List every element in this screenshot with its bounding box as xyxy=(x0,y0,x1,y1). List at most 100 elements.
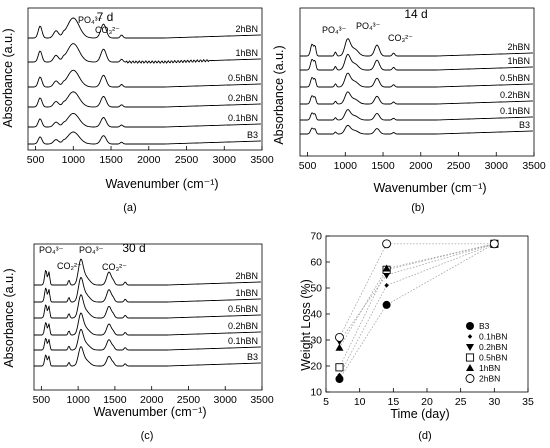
panel-a-y-axis-label: Absorbance (a.u.) xyxy=(1,28,15,127)
panel-d-legend-marker-1hBN xyxy=(466,364,474,371)
panel-c-annotation-po4-low: PO₄³⁻ xyxy=(39,245,64,255)
panel-b-spectrum-0.5hBN xyxy=(300,72,533,88)
panel-d-legend-marker-0.2hBN xyxy=(466,344,474,351)
panel-b-y-axis-label: Absorbance (a.u.) xyxy=(272,45,286,144)
panel-b-x-tick-label: 2500 xyxy=(447,160,471,172)
panel-a-x-tick-label: 3500 xyxy=(250,154,274,166)
panel-a-x-tick-label: 1000 xyxy=(62,154,86,166)
panel-d-x-axis-label: Time (day) xyxy=(390,407,449,421)
panel-c-x-axis-label: Wavenumber (cm⁻¹) xyxy=(93,405,206,419)
panel-a-series-label: B3 xyxy=(247,130,258,140)
panel-a-plot-frame xyxy=(27,7,263,151)
panel-a-x-tick-label: 2000 xyxy=(137,154,161,166)
panel-a-annotation-co3: CO₃²⁻ xyxy=(95,25,120,35)
panel-a-x-tick-label: 3000 xyxy=(213,154,237,166)
panel-b-spectrum-0.1hBN xyxy=(300,109,533,121)
panel-d-legend-label: 0.1hBN xyxy=(479,332,507,342)
panel-b-x-tick-label: 2000 xyxy=(409,160,433,172)
panel-a-annotation-po4: PO₄³⁻ xyxy=(78,15,103,25)
panel-c-caption: (c) xyxy=(141,430,154,442)
panel-c-annotation-co2: CO₂²⁻ xyxy=(57,261,82,271)
panel-a-x-tick-label: 500 xyxy=(27,154,45,166)
panel-a-title: 7 d xyxy=(97,10,114,24)
panel-d-legend-marker-0.5hBN xyxy=(465,353,475,362)
panel-a-spectrum-0.2hBN xyxy=(28,91,261,108)
panel-d-weight-loss: Time (day) Weight Loss (%) (d) 5 10 15 20 25… xyxy=(299,231,534,443)
panel-b-spectrum-B3 xyxy=(300,124,533,135)
panel-c-plot-frame xyxy=(33,243,263,391)
panel-d-x-tick-label: 5 xyxy=(323,396,329,408)
panel-b-caption: (b) xyxy=(411,202,424,214)
panel-c-spectrum-B3 xyxy=(34,346,261,367)
panel-a-x-axis-label: Wavenumber (cm⁻¹) xyxy=(105,177,218,191)
panel-c-y-axis-label: Absorbance (a.u.) xyxy=(2,268,16,367)
panel-b-series-label: 0.5hBN xyxy=(500,73,530,83)
panel-c-series-label: 0.5hBN xyxy=(228,304,258,314)
panel-d-y-tick-label: 40 xyxy=(310,309,322,321)
panel-b-spectra-14d: 14 d PO₄³⁻ PO₄³⁻ CO₃²⁻ Wavenumber (cm⁻¹)… xyxy=(272,7,546,214)
panel-d-y-tick-label: 20 xyxy=(310,361,322,373)
panel-a-spectrum-2hBN xyxy=(28,17,261,39)
panel-b-spectrum-2hBN xyxy=(300,38,533,57)
panel-a-caption: (a) xyxy=(123,202,136,214)
panel-a-spectrum-0.1hBN xyxy=(28,112,261,128)
panel-d-y-tick-label: 10 xyxy=(310,387,322,399)
panel-d-x-tick-label: 30 xyxy=(488,396,500,408)
panel-c-x-tick-label: 1500 xyxy=(103,394,127,406)
panel-a-series-label: 0.5hBN xyxy=(228,73,258,83)
panel-d-legend-marker-B3 xyxy=(466,322,474,330)
panel-c-spectrum-0.5hBN xyxy=(34,294,261,319)
panel-d-legend-marker-2hBN xyxy=(465,374,475,383)
panel-c-annotation-co3: CO₃²⁻ xyxy=(102,262,127,272)
panel-d-x-tick-label: 35 xyxy=(522,396,534,408)
panel-d-point-0.5hBN xyxy=(335,363,344,372)
panel-a-spectrum-0.5hBN xyxy=(28,69,261,88)
panel-c-series-label: B3 xyxy=(247,352,258,362)
panel-c-spectrum-1hBN xyxy=(34,276,261,303)
panel-d-legend-label: 2hBN xyxy=(479,374,500,384)
panel-b-x-axis-label: Wavenumber (cm⁻¹) xyxy=(373,181,486,195)
panel-c-series-label: 1hBN xyxy=(235,288,258,298)
panel-d-connector-1hBN xyxy=(339,243,495,348)
panel-d-x-tick-label: 25 xyxy=(455,396,467,408)
panel-a-spectrum-B3 xyxy=(28,131,261,145)
panel-d-legend-label: B3 xyxy=(479,321,490,331)
panel-d-point-0.1hBN xyxy=(337,372,342,378)
panel-a-series-label: 0.1hBN xyxy=(228,113,258,123)
panel-c-series-label: 0.2hBN xyxy=(228,321,258,331)
panel-b-series-label: 0.1hBN xyxy=(500,106,530,116)
panel-d-y-tick-label: 50 xyxy=(310,283,322,295)
panel-b-spectrum-1hBN xyxy=(300,53,533,71)
panel-c-x-tick-label: 3500 xyxy=(250,394,274,406)
panel-d-x-tick-label: 15 xyxy=(387,396,399,408)
panel-b-series-label: B3 xyxy=(519,120,530,130)
panel-d-y-axis-label: Weight Loss (%) xyxy=(299,279,313,370)
panel-d-connector-0.5hBN xyxy=(339,243,495,368)
panel-d-x-tick-label: 20 xyxy=(421,396,433,408)
panel-b-annotation-po4-high: PO₄³⁻ xyxy=(356,21,381,31)
panel-c-title: 30 d xyxy=(122,241,145,255)
panel-c-x-tick-label: 500 xyxy=(33,394,51,406)
panel-a-series-label: 2hBN xyxy=(235,24,258,34)
panel-d-point-2hBN xyxy=(335,332,344,342)
panel-b-x-tick-label: 3000 xyxy=(485,160,509,172)
panel-c-x-tick-label: 2000 xyxy=(140,394,164,406)
panel-a-spectrum-1hBN xyxy=(28,43,261,64)
panel-b-plot-frame xyxy=(299,7,535,157)
panel-d-legend-marker-0.1hBN xyxy=(467,334,473,339)
panel-c-annotation-po4-high: PO₄³⁻ xyxy=(79,245,104,255)
panel-d-point-B3 xyxy=(335,375,344,383)
panel-b-x-tick-label: 1000 xyxy=(334,160,358,172)
panel-c-x-tick-label: 2500 xyxy=(177,394,201,406)
panel-b-annotation-co3: CO₃²⁻ xyxy=(388,33,413,43)
panel-d-y-tick-label: 30 xyxy=(310,335,322,347)
panel-b-x-tick-label: 500 xyxy=(299,160,317,172)
panel-b-title: 14 d xyxy=(404,7,427,21)
panel-d-point-1hBN xyxy=(382,264,391,272)
panel-d-point-2hBN xyxy=(382,239,392,249)
panel-b-x-tick-label: 3500 xyxy=(522,160,546,172)
panel-d-point-0.1hBN xyxy=(384,283,389,288)
panel-d-y-tick-label: 70 xyxy=(310,231,322,243)
panel-d-legend-label: 0.5hBN xyxy=(479,353,507,363)
panel-a-series-label: 0.2hBN xyxy=(228,93,258,103)
